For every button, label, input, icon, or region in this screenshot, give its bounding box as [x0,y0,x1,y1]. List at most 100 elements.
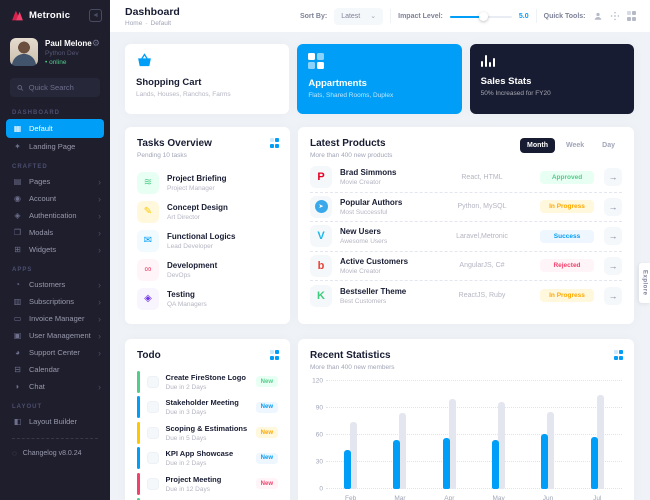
sales-stats-card[interactable]: Sales Stats 50% Increased for FY20 [469,44,634,114]
task-item: ≋ Project Briefing Project Manager [137,168,278,197]
row-arrow-button[interactable]: → [604,286,622,305]
priority-bar [137,498,140,500]
product-tech: Laravel,Metronic [456,232,508,240]
chart-xtick-label: Mar [394,495,406,500]
sidebar-item-account[interactable]: ◉ Account › [0,190,110,207]
chevron-right-icon: › [98,313,101,324]
sidebar-item-widgets[interactable]: ⊞ Widgets › [0,241,110,258]
impact-level-label: Impact Level: [398,12,443,20]
chart-bar-current [393,440,401,489]
tab-week[interactable]: Week [565,142,585,149]
impact-level-slider[interactable] [449,11,512,21]
chevron-right-icon: › [98,330,101,341]
todo-checkbox[interactable] [146,477,159,490]
chart-bar-current [590,436,598,489]
invoice-icon: ▭ [13,314,22,323]
main-area: Dashboard Home - Default Sort By: Latest ⌄… [110,0,650,500]
todo-item: Scoping & Estimations Due in 5 Days New [137,420,278,446]
gear-icon[interactable]: ⚙ [91,38,100,48]
sidebar-item-support-center[interactable]: ◕ Support Center › [0,344,110,361]
task-subtitle: DevOps [167,271,191,279]
sidebar-item-default[interactable]: ▦ Default [6,119,104,138]
explore-drawer-toggle[interactable]: Explore [639,263,650,303]
task-title: Development [167,260,218,270]
dots-menu-icon[interactable] [269,138,279,148]
chart-bar-group: Mar [393,381,407,500]
pages-icon: ▤ [13,177,22,186]
chart-gridline [326,461,622,462]
bar-chart-icon [480,53,623,67]
card-subtitle: More than 400 new members [310,364,395,371]
card-subtitle: 50% Increased for FY20 [480,90,551,97]
todo-due: Due in 2 Days [165,383,207,391]
user-tool-icon[interactable] [593,11,603,21]
chart-bar-current [344,450,352,489]
slider-knob[interactable] [479,11,489,21]
task-subtitle: Lead Developer [167,242,213,250]
search-input[interactable] [28,83,93,92]
sidebar-item-chat[interactable]: ◗ Chat › [0,378,110,395]
todo-due: Due in 5 Days [165,434,207,442]
link-icon: ∞ [137,258,159,281]
chevron-right-icon: › [98,381,101,392]
chat-icon: ◗ [15,382,20,391]
avatar[interactable] [10,38,38,66]
row-arrow-button[interactable]: → [604,168,622,187]
chevron-right-icon: › [98,176,101,187]
new-badge: New [255,427,278,439]
card-title: Tasks Overview [137,138,212,149]
tab-day[interactable]: Day [602,142,615,149]
chart-bar-current [492,439,500,489]
product-row: V New Users Awesome Users Laravel,Metroni… [310,222,622,252]
changelog-link[interactable]: ◌ Changelog v8.0.24 [0,439,110,470]
sidebar-item-authentication[interactable]: ◈ Authentication › [0,207,110,224]
status-badge: Approved [540,170,594,184]
card-title: Recent Statistics [310,350,391,361]
sidebar-item-invoice-manager[interactable]: ▭ Invoice Manager › [0,310,110,327]
todo-checkbox[interactable] [146,452,159,465]
row-arrow-button[interactable]: → [604,197,622,216]
sidebar-item-user-management[interactable]: ▣ User Management › [0,327,110,344]
sidebar-item-modals[interactable]: ❒ Modals › [0,224,110,241]
sidebar-divider [12,438,98,439]
status-badge: Rejected [540,259,594,273]
todo-checkbox[interactable] [146,375,159,388]
sidebar-item-layout-builder[interactable]: ◧ Layout Builder [0,413,110,430]
tasks-overview-card: Tasks Overview Pending 10 tasks ≋ Projec… [125,127,290,324]
sidebar-item-calendar[interactable]: ⊟ Calendar [0,361,110,378]
todo-checkbox[interactable] [146,426,159,439]
apps-grid-icon[interactable] [626,11,636,21]
sort-by-value: Latest [341,12,361,20]
appartments-card[interactable]: Appartments Flats, Shared Rooms, Duplex [297,44,462,114]
row-arrow-button[interactable]: → [604,256,622,275]
shopping-cart-card[interactable]: Shopping Cart Lands, Houses, Ranchos, Fa… [125,44,290,114]
sidebar-item-pages[interactable]: ▤ Pages › [0,173,110,190]
todo-checkbox[interactable] [146,401,159,414]
chart-bar-current [442,437,450,489]
row-arrow-button[interactable]: → [604,227,622,246]
chart-xtick-label: Feb [345,495,357,500]
sort-by-dropdown[interactable]: Latest ⌄ [334,7,384,25]
todo-item: Stakeholder Meeting Due in 3 Days New [137,395,278,421]
dots-menu-icon[interactable] [613,350,623,360]
sidebar-item-customers[interactable]: ◔ Customers › [0,276,110,293]
sidebar-item-subscriptions[interactable]: ▥ Subscriptions › [0,293,110,310]
sidebar-item-label: Invoice Manager [29,314,85,323]
tab-month[interactable]: Month [519,138,555,153]
status-badge: In Progress [540,200,594,214]
dots-menu-icon[interactable] [269,350,279,360]
customers-icon: ◔ [15,280,20,289]
sidebar-item-landing-page[interactable]: ✦ Landing Page [0,138,110,155]
chart-bar-group: Apr [442,381,456,500]
latest-products-card: Latest Products More than 400 new produc… [298,127,634,324]
move-tool-icon[interactable] [610,11,620,21]
sidebar-item-label: Widgets [29,245,57,254]
user-management-icon: ▣ [13,331,22,340]
app-logo-text: Metronic [29,9,71,21]
chart-bar-group: Jul [590,381,604,500]
product-name: Bestseller Theme [340,286,407,296]
logo-row: Metronic ◄ [0,0,110,30]
breadcrumb-home[interactable]: Home [125,19,143,27]
sidebar-collapse-icon[interactable]: ◄ [89,8,102,22]
recent-statistics-card: Recent Statistics More than 400 new memb… [298,339,634,500]
